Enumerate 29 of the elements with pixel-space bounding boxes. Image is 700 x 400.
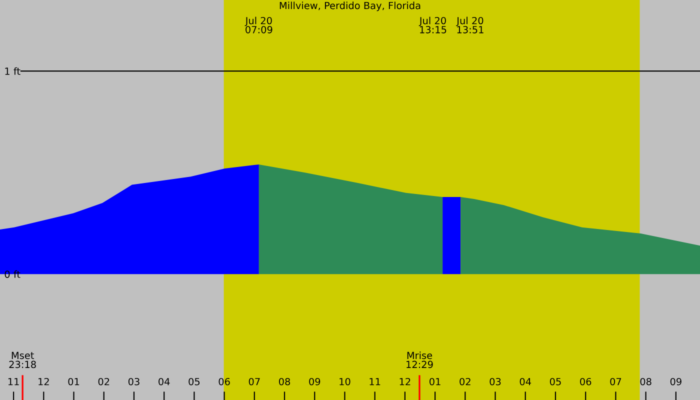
y-tick-label: 1 ft (5, 67, 20, 75)
x-tick-label: 03 (128, 378, 140, 386)
x-tick-label: 07 (248, 378, 260, 386)
annotation: Jul 20 13:51 (456, 16, 484, 34)
x-tick-label: 04 (520, 378, 532, 386)
annotation: Jul 20 13:15 (418, 16, 446, 34)
x-tick-label: 05 (550, 378, 561, 386)
chart-title: Millview, Perdido Bay, Florida (280, 2, 420, 12)
x-tick-label: 11 (370, 378, 380, 386)
x-tick-label: 07 (610, 378, 622, 386)
x-tick-label: 08 (640, 378, 652, 386)
x-tick-label: 12 (400, 378, 410, 386)
x-tick-label: 06 (580, 378, 592, 386)
x-tick-label: 11 (8, 378, 19, 386)
x-tick-label: 12 (38, 378, 49, 386)
x-tick-label: 01 (68, 378, 80, 386)
annotation: Jul 20 07:09 (244, 16, 272, 34)
ref-line-label: Mset 23:18 (9, 352, 36, 368)
x-tick-label: 03 (490, 378, 501, 386)
x-tick-label: 09 (670, 378, 682, 386)
x-tick-label: 08 (278, 378, 290, 386)
x-tick-label: 01 (430, 378, 440, 386)
x-tick-label: 02 (98, 378, 110, 386)
x-tick-label: 09 (309, 378, 320, 386)
x-tick-label: 04 (158, 378, 170, 386)
x-tick-label: 02 (460, 378, 470, 386)
x-tick-label: 10 (340, 378, 350, 386)
ref-line-label: Mrise 12:29 (406, 352, 433, 368)
x-tick-label: 05 (188, 378, 200, 386)
